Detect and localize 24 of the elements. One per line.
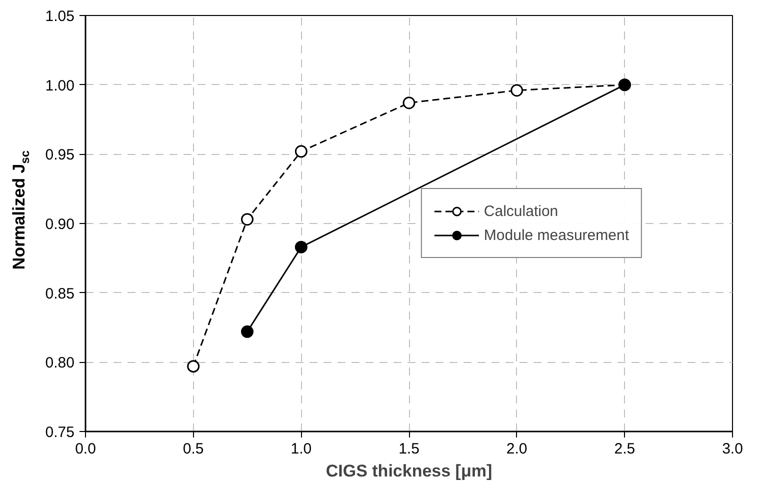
y-tick-label: 0.80 [45,354,75,372]
x-tick-label: 1.5 [398,440,420,458]
y-tick-label: 0.95 [45,146,75,164]
y-tick-label: 1.00 [45,77,75,94]
point [294,240,308,254]
x-tick-label: 0.0 [75,440,96,458]
point [241,325,254,338]
legend-label: Module measurement [484,226,629,244]
point [294,145,308,158]
y-tick-label: 0.85 [45,285,75,302]
x-tick-label: 2.0 [506,440,528,458]
point [402,96,416,110]
x-tick-label: 3.0 [722,440,743,458]
y-tick-label: 0.75 [45,424,75,441]
x-axis-title: CIGS thickness [μm] [326,462,492,480]
legend-label: Calculation [484,202,558,220]
point [241,213,254,226]
y-tick-label: 1.05 [45,8,75,25]
x-tick-label: 1.0 [290,440,312,458]
point [187,360,200,373]
y-tick-label: 0.90 [45,216,75,233]
point [510,84,524,97]
x-tick-label: 0.5 [182,440,204,458]
x-tick-label: 2.5 [614,440,636,458]
